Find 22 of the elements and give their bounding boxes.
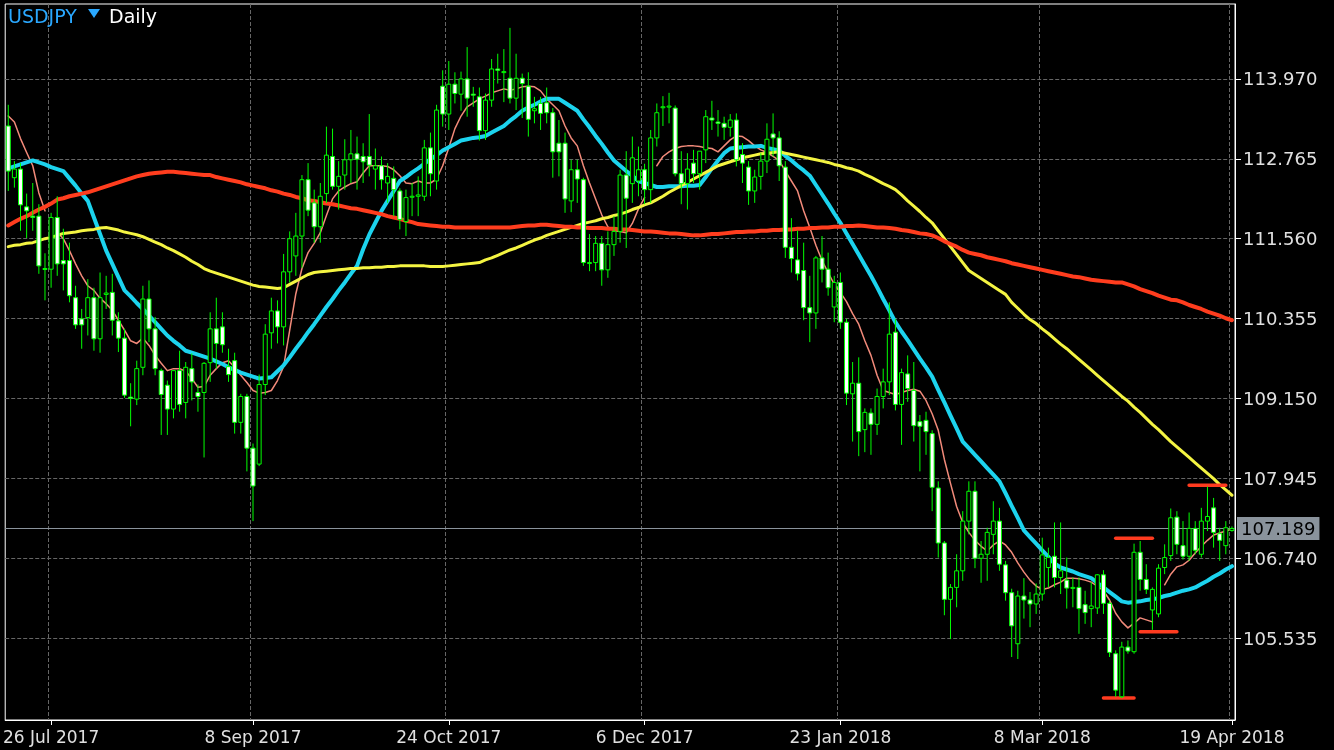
y-tick-label: 106.740 xyxy=(1243,547,1318,569)
x-tick-label: 8 Sep 2017 xyxy=(204,726,302,747)
y-tick-label: 112.765 xyxy=(1243,148,1318,170)
x-tick-label: 8 Mar 2018 xyxy=(993,726,1091,747)
chart-title: USDJPY xyxy=(8,4,78,27)
candlestick xyxy=(501,48,507,103)
x-tick-label: 19 Apr 2018 xyxy=(1179,726,1285,747)
x-tick-label: 24 Oct 2017 xyxy=(396,726,502,747)
y-tick-label: 107.945 xyxy=(1243,467,1318,489)
x-tick-label: 6 Dec 2017 xyxy=(595,726,694,747)
line-series xyxy=(6,169,1234,323)
y-tick-label: 109.150 xyxy=(1243,387,1318,409)
y-tick-label: 113.970 xyxy=(1243,68,1318,90)
y-tick-label: 105.535 xyxy=(1243,627,1318,649)
x-tick-label: 23 Jan 2018 xyxy=(789,726,892,747)
y-tick-label: 110.355 xyxy=(1243,308,1318,330)
y-tick-label: 111.560 xyxy=(1243,228,1318,250)
candlestick xyxy=(24,193,30,239)
x-tick-label: 26 Jul 2017 xyxy=(2,726,100,747)
ref-line-label: 107.189 xyxy=(1241,517,1316,539)
chart-subtitle: Daily xyxy=(109,4,158,27)
candlestick xyxy=(1162,543,1168,575)
